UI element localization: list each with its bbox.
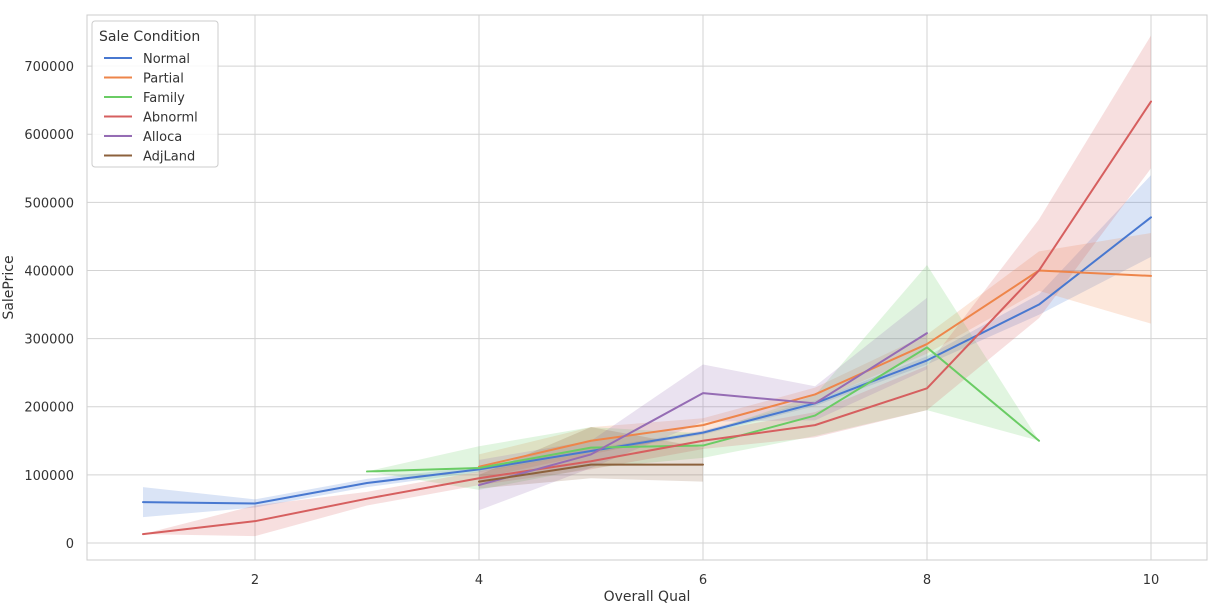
- legend-items: Normal Partial Family Abnorml Alloca AdjLand: [104, 52, 198, 165]
- series-line-adjland: [478, 463, 704, 483]
- x-tick-label: 2: [251, 573, 259, 588]
- y-tick-label: 0: [66, 537, 74, 552]
- legend-label-family: Family: [143, 91, 185, 106]
- series-line-family: [366, 346, 1040, 473]
- y-axis-label: SalePrice: [1, 255, 17, 319]
- confidence-band-abnorml: [143, 35, 1151, 537]
- series-line-abnorml: [142, 100, 1152, 536]
- series-line-alloca: [478, 332, 928, 487]
- legend-label-alloca: Alloca: [143, 130, 182, 145]
- confidence-band-alloca: [479, 297, 927, 511]
- plot-frame: [86, 14, 1208, 561]
- legend-label-partial: Partial: [143, 72, 184, 87]
- confidence-band-partial: [479, 233, 1151, 479]
- plot-area: [86, 14, 1208, 561]
- y-tick-label: 400000: [24, 264, 74, 279]
- y-tick-label: 600000: [24, 128, 74, 143]
- y-tick-label: 300000: [24, 333, 74, 348]
- x-axis-label: Overall Qual: [604, 589, 691, 605]
- series-lines: [142, 100, 1152, 536]
- x-tick-label: 6: [699, 573, 707, 588]
- y-tick-label: 200000: [24, 401, 74, 416]
- series-line-normal: [142, 216, 1152, 505]
- tick-labels: 2 4 6 8 10 0 100000 200000 300000 400000 500000 600…: [24, 60, 1159, 588]
- legend-label-normal: Normal: [143, 52, 190, 67]
- gridlines: [87, 15, 1207, 560]
- confidence-band-normal: [143, 175, 1151, 518]
- legend-title: Sale Condition: [99, 29, 200, 45]
- legend-label-abnorml: Abnorml: [143, 111, 198, 126]
- x-tick-label: 4: [475, 573, 483, 588]
- y-tick-label: 500000: [24, 196, 74, 211]
- y-tick-label: 100000: [24, 469, 74, 484]
- x-tick-label: 8: [923, 573, 931, 588]
- legend-label-adjland: AdjLand: [143, 150, 195, 165]
- legend: Sale Condition Normal Partial Family Abnorm…: [91, 20, 219, 168]
- y-tick-label: 700000: [24, 60, 74, 75]
- x-tick-label: 10: [1143, 573, 1160, 588]
